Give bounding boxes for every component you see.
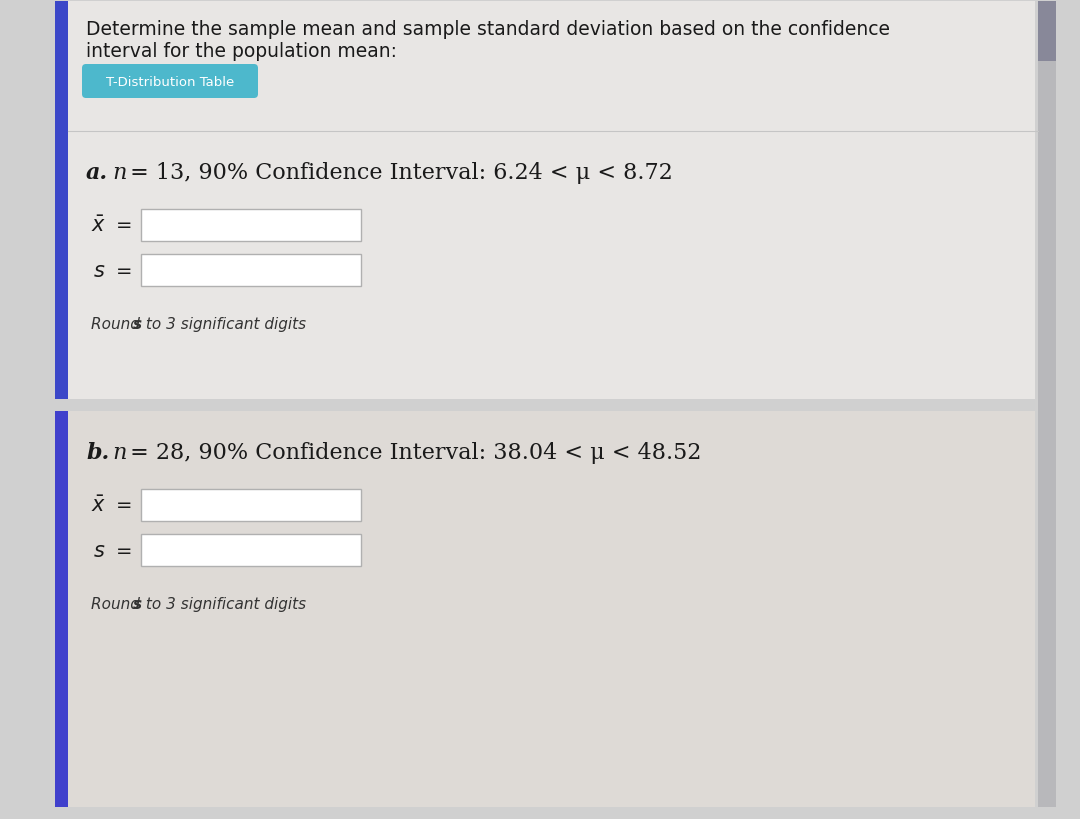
Bar	[141, 210, 361, 242]
Text: n: n	[106, 441, 127, 464]
Text: =: =	[116, 541, 133, 560]
Text: $s$: $s$	[93, 260, 106, 281]
Text: Determine the sample mean and sample standard deviation based on the confidence: Determine the sample mean and sample sta…	[86, 20, 890, 39]
Text: =: =	[116, 495, 133, 515]
Text: to 3 significant digits: to 3 significant digits	[141, 317, 306, 332]
Bar	[141, 534, 361, 566]
Text: a.: a.	[86, 162, 108, 183]
Bar	[141, 255, 361, 287]
Text: Round: Round	[91, 317, 145, 332]
Bar	[55, 2, 1035, 400]
Bar	[141, 490, 361, 522]
Text: interval for the population mean:: interval for the population mean:	[86, 42, 397, 61]
Text: =: =	[116, 261, 133, 280]
Bar	[55, 2, 68, 400]
Text: $\bar{x}$: $\bar{x}$	[91, 215, 106, 236]
Text: = 28, 90% Confidence Interval: 38.04 < μ < 48.52: = 28, 90% Confidence Interval: 38.04 < μ…	[123, 441, 701, 464]
Bar	[55, 411, 68, 807]
Text: =: =	[116, 216, 133, 235]
Bar	[1038, 2, 1056, 62]
Text: to 3 significant digits: to 3 significant digits	[141, 596, 306, 611]
Text: Round: Round	[91, 596, 145, 611]
FancyBboxPatch shape	[82, 65, 258, 99]
Text: $\bar{x}$: $\bar{x}$	[91, 495, 106, 515]
Bar	[55, 411, 1035, 807]
Text: n: n	[106, 162, 127, 183]
Text: $s$: $s$	[93, 541, 106, 560]
Text: = 13, 90% Confidence Interval: 6.24 < μ < 8.72: = 13, 90% Confidence Interval: 6.24 < μ …	[123, 162, 673, 183]
Bar	[1038, 2, 1056, 807]
Text: T-Distribution Table: T-Distribution Table	[106, 75, 234, 88]
Text: s: s	[133, 596, 143, 611]
Text: s: s	[133, 317, 143, 332]
Text: b.: b.	[86, 441, 109, 464]
